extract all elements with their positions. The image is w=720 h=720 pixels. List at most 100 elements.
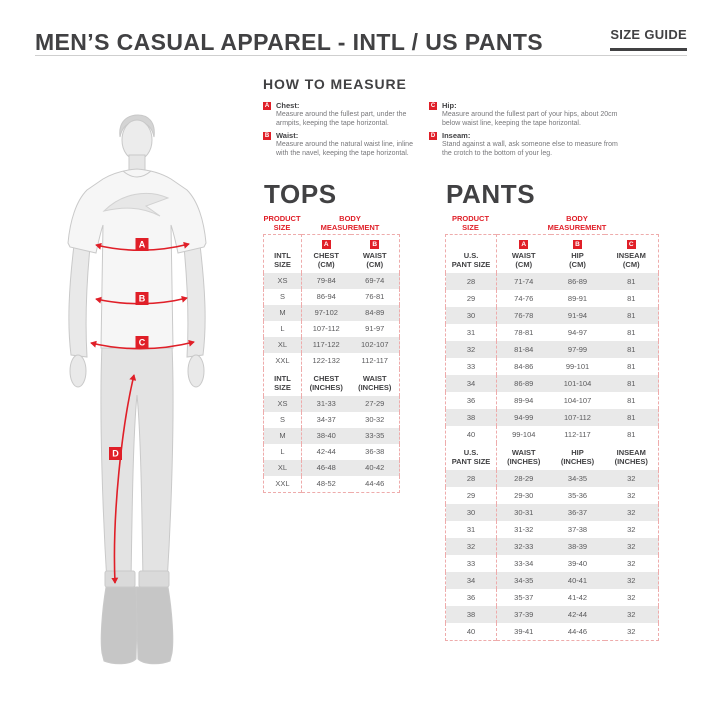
table-cell: 36 bbox=[445, 391, 497, 409]
measure-text: Measure around the fullest part, under t… bbox=[276, 111, 407, 128]
table-cell: 33 bbox=[445, 357, 497, 375]
table-row: 30 30-31 36-37 32 bbox=[445, 503, 659, 521]
table-header-row: U.S. PANT SIZE A WAIST (CM) B HIP (CM) C IN… bbox=[445, 234, 659, 273]
table-row: 34 86-89 101-104 81 bbox=[445, 374, 659, 392]
table-cell: 81 bbox=[627, 395, 636, 405]
table-cell: 32 bbox=[627, 626, 636, 636]
figure-illustration: A B C D bbox=[67, 114, 207, 665]
right-forearm bbox=[183, 244, 206, 358]
marker-a-badge: A bbox=[135, 238, 149, 251]
table-row: XL 46-48 40-42 bbox=[263, 459, 400, 476]
person-silhouette bbox=[67, 114, 207, 665]
marker-a-icon: A bbox=[263, 102, 271, 110]
table-cell: 33-35 bbox=[350, 427, 400, 444]
table-cell: 44-46 bbox=[365, 479, 385, 489]
table-cell: 112-117 bbox=[564, 429, 591, 439]
header-divider bbox=[35, 55, 687, 56]
size-guide-link[interactable]: SIZE GUIDE bbox=[610, 27, 687, 51]
tops-inches-rows: XS 31-33 27-29 S 34-37 30-32 M 38-40 33-35 L 42-44… bbox=[263, 395, 400, 493]
table-row: 30 76-78 91-94 81 bbox=[445, 306, 659, 324]
table-cell: S bbox=[263, 288, 302, 305]
marker-c-badge: C bbox=[135, 336, 149, 349]
tops-size-table: INTL SIZE A CHEST (CM) B WAIST (CM) XS 79-8… bbox=[263, 233, 400, 493]
col-waist-cm: A WAIST (CM) bbox=[511, 239, 536, 269]
table-cell: 32 bbox=[627, 592, 636, 602]
table-cell: 28 bbox=[445, 272, 497, 290]
table-cell: 32 bbox=[627, 558, 636, 568]
table-cell: 42-44 bbox=[550, 605, 605, 623]
page-title: MEN’S CASUAL APPAREL - INTL / US PANTS bbox=[35, 29, 544, 56]
table-cell: 91-97 bbox=[365, 324, 385, 334]
measure-item-chest: A Chest: Measure around the fullest part… bbox=[263, 101, 421, 128]
table-cell: 81 bbox=[627, 361, 636, 371]
measurement-figure: A B C D bbox=[28, 95, 256, 695]
marker-a-icon: A bbox=[519, 239, 529, 249]
table-row: 29 29-30 35-36 32 bbox=[445, 486, 659, 504]
table-cell: 74-76 bbox=[514, 293, 534, 303]
measure-item-inseam: D Inseam: Stand against a wall, ask some… bbox=[429, 131, 629, 158]
table-cell: 41-42 bbox=[567, 592, 588, 602]
svg-text:B: B bbox=[139, 294, 146, 304]
tops-section: TOPS PRODUCT SIZE BODY MEASUREMENT INTL … bbox=[263, 180, 403, 493]
table-cell: 32 bbox=[445, 537, 497, 555]
table-cell: 37-38 bbox=[567, 524, 588, 534]
col-intl-size: INTL SIZE bbox=[263, 368, 302, 396]
left-forearm bbox=[68, 244, 91, 358]
table-cell: 27-29 bbox=[350, 395, 400, 412]
tops-cm-header: INTL SIZE A CHEST (CM) B WAIST (CM) bbox=[263, 234, 400, 273]
table-cell: 91-94 bbox=[550, 306, 605, 324]
marker-b-badge: B bbox=[135, 292, 149, 305]
table-row: 40 99-104 112-117 81 bbox=[445, 425, 659, 443]
measure-text: Stand against a wall, ask someone else t… bbox=[442, 141, 618, 158]
table-cell: 81 bbox=[627, 429, 636, 439]
pants-silhouette bbox=[100, 344, 174, 584]
how-to-measure-section: HOW TO MEASURE A Chest: Measure around t… bbox=[263, 76, 687, 158]
table-cell: XXL bbox=[263, 475, 302, 493]
table-cell: 38-39 bbox=[550, 537, 605, 555]
table-cell: XS bbox=[263, 272, 302, 289]
col-waist-cm: B WAIST (CM) bbox=[362, 239, 387, 269]
measure-label: Inseam: bbox=[442, 131, 471, 141]
table-cell: 78-81 bbox=[514, 327, 534, 337]
table-cell: 48-52 bbox=[316, 479, 336, 489]
pants-cm-header: U.S. PANT SIZE A WAIST (CM) B HIP (CM) C IN… bbox=[445, 234, 659, 273]
table-row: 31 78-81 94-97 81 bbox=[445, 323, 659, 341]
col-intl-size: INTL SIZE bbox=[263, 234, 302, 273]
table-row: L 107-112 91-97 bbox=[263, 320, 400, 337]
table-cell: 97-102 bbox=[301, 304, 351, 321]
table-cell: 36-37 bbox=[550, 503, 605, 521]
table-cell: 71-74 bbox=[496, 272, 551, 290]
svg-text:A: A bbox=[139, 240, 146, 250]
table-row: XXL 48-52 44-46 bbox=[263, 475, 400, 493]
table-cell: 32 bbox=[627, 490, 636, 500]
table-row: XS 31-33 27-29 bbox=[263, 395, 400, 412]
table-cell: 35-36 bbox=[567, 490, 588, 500]
measure-item-hip: C Hip: Measure around the fullest part o… bbox=[429, 101, 629, 128]
table-row: XXL 122-132 112-117 bbox=[263, 352, 400, 369]
table-cell: 84-89 bbox=[350, 304, 400, 321]
table-cell: 86-89 bbox=[550, 272, 605, 290]
table-row: 36 89-94 104-107 81 bbox=[445, 391, 659, 409]
measure-text: Measure around the natural waist line, i… bbox=[276, 141, 413, 158]
col-us-pant-size: U.S. PANT SIZE bbox=[445, 442, 497, 470]
pants-section: PANTS PRODUCT SIZE BODY MEASUREMENT U.S.… bbox=[445, 180, 661, 641]
table-cell: 107-112 bbox=[312, 324, 340, 334]
measure-label: Chest: bbox=[276, 101, 300, 110]
table-cell: 32 bbox=[604, 605, 659, 623]
table-cell: 34 bbox=[445, 571, 497, 589]
table-row: M 97-102 84-89 bbox=[263, 304, 400, 321]
table-cell: XXL bbox=[263, 352, 302, 369]
table-cell: 30 bbox=[445, 306, 497, 324]
table-cell: M bbox=[263, 427, 302, 444]
table-cell: 76-81 bbox=[365, 292, 385, 302]
table-cell: 81 bbox=[627, 293, 636, 303]
table-cell: 40 bbox=[445, 622, 497, 641]
pants-cm-rows: 28 71-74 86-89 81 29 74-76 89-91 81 30 76-78 91-94… bbox=[445, 272, 659, 443]
table-cell: 112-117 bbox=[361, 356, 388, 366]
table-row: XS 79-84 69-74 bbox=[263, 272, 400, 289]
table-row: 32 32-33 38-39 32 bbox=[445, 537, 659, 555]
marker-a-icon: A bbox=[321, 239, 331, 249]
table-cell: 34-35 bbox=[550, 469, 605, 487]
how-to-measure-heading: HOW TO MEASURE bbox=[263, 76, 407, 92]
table-row: S 86-94 76-81 bbox=[263, 288, 400, 305]
